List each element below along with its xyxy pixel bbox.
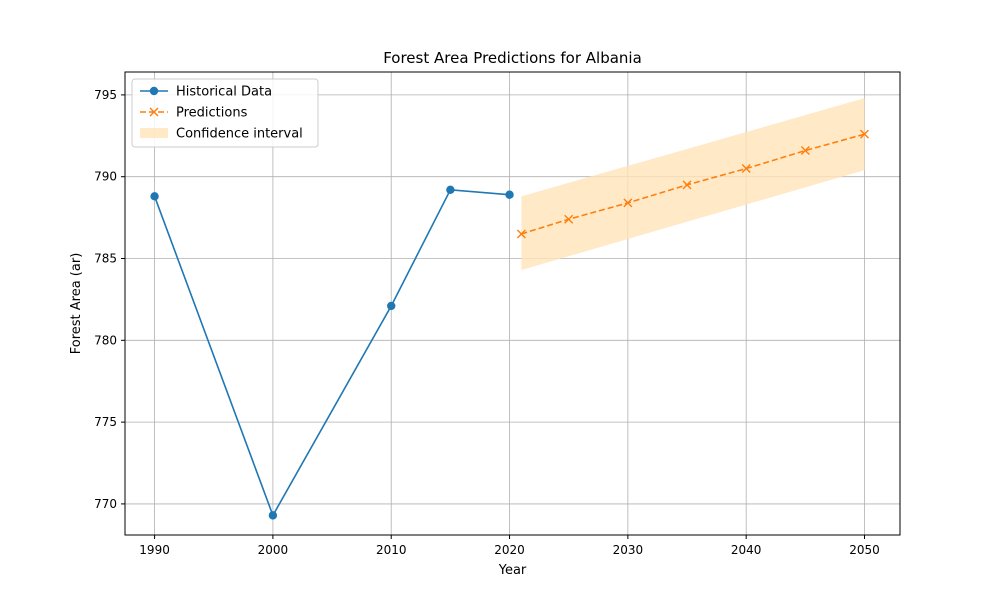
y-axis-label: Forest Area (ar) bbox=[69, 253, 84, 355]
y-tick-label: 775 bbox=[94, 415, 117, 429]
x-tick-label: 2010 bbox=[376, 543, 407, 557]
legend-swatch bbox=[140, 128, 168, 138]
x-tick-label: 2050 bbox=[849, 543, 880, 557]
data-point bbox=[268, 511, 278, 520]
confidence-band bbox=[521, 98, 865, 270]
data-point bbox=[741, 164, 751, 174]
legend-box bbox=[131, 78, 319, 148]
data-point bbox=[623, 198, 633, 208]
chart-title: Forest Area Predictions for Albania bbox=[383, 49, 642, 67]
plot-frame bbox=[124, 71, 901, 536]
x-tick-label: 2030 bbox=[613, 543, 644, 557]
y-tick-label: 780 bbox=[94, 333, 117, 347]
data-point bbox=[516, 229, 526, 239]
legend-label: Historical Data bbox=[176, 85, 272, 100]
series-layer bbox=[150, 129, 869, 520]
x-tick-label: 2000 bbox=[258, 543, 289, 557]
data-point bbox=[682, 180, 692, 190]
data-point bbox=[150, 192, 159, 201]
y-tick-label: 785 bbox=[94, 252, 117, 266]
legend-label: Confidence interval bbox=[176, 127, 303, 142]
x-tick-label: 2040 bbox=[731, 543, 762, 557]
data-point bbox=[387, 301, 396, 311]
data-point bbox=[860, 129, 869, 139]
data-point bbox=[564, 214, 574, 224]
y-tick-label: 770 bbox=[94, 497, 117, 511]
x-tick-label: 2020 bbox=[494, 543, 525, 557]
x-tick-label: 1990 bbox=[139, 543, 170, 557]
confidence-band-layer bbox=[521, 98, 865, 270]
legend-marker bbox=[149, 107, 159, 117]
data-point bbox=[446, 185, 455, 194]
legend: Historical Data Predictions Confidence int… bbox=[131, 78, 319, 148]
x-axis-label: Year bbox=[498, 563, 527, 578]
y-tick-label: 795 bbox=[94, 88, 117, 102]
data-point bbox=[505, 190, 514, 199]
ticks: 1990 2000 2010 2020 2030 2040 2050 770 775 780 785… bbox=[94, 88, 880, 557]
y-tick-label: 790 bbox=[94, 170, 117, 184]
legend-label: Predictions bbox=[176, 106, 248, 121]
data-point bbox=[800, 146, 810, 156]
legend-marker bbox=[149, 86, 159, 96]
